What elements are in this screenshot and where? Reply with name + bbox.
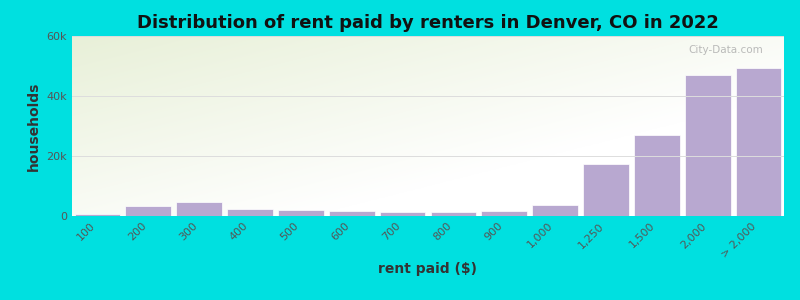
Bar — [430, 212, 476, 216]
Bar — [278, 210, 324, 216]
Bar — [736, 68, 782, 216]
Bar — [532, 205, 578, 216]
Bar — [380, 212, 426, 216]
Bar — [634, 135, 680, 216]
X-axis label: rent paid ($): rent paid ($) — [378, 262, 478, 276]
Y-axis label: households: households — [27, 81, 41, 171]
Bar — [329, 211, 374, 216]
Bar — [685, 75, 730, 216]
Bar — [74, 214, 120, 216]
Bar — [176, 202, 222, 216]
Title: Distribution of rent paid by renters in Denver, CO in 2022: Distribution of rent paid by renters in … — [137, 14, 719, 32]
Text: City-Data.com: City-Data.com — [688, 45, 762, 55]
Bar — [227, 208, 273, 216]
Bar — [482, 211, 527, 216]
Bar — [126, 206, 171, 216]
Bar — [583, 164, 629, 216]
